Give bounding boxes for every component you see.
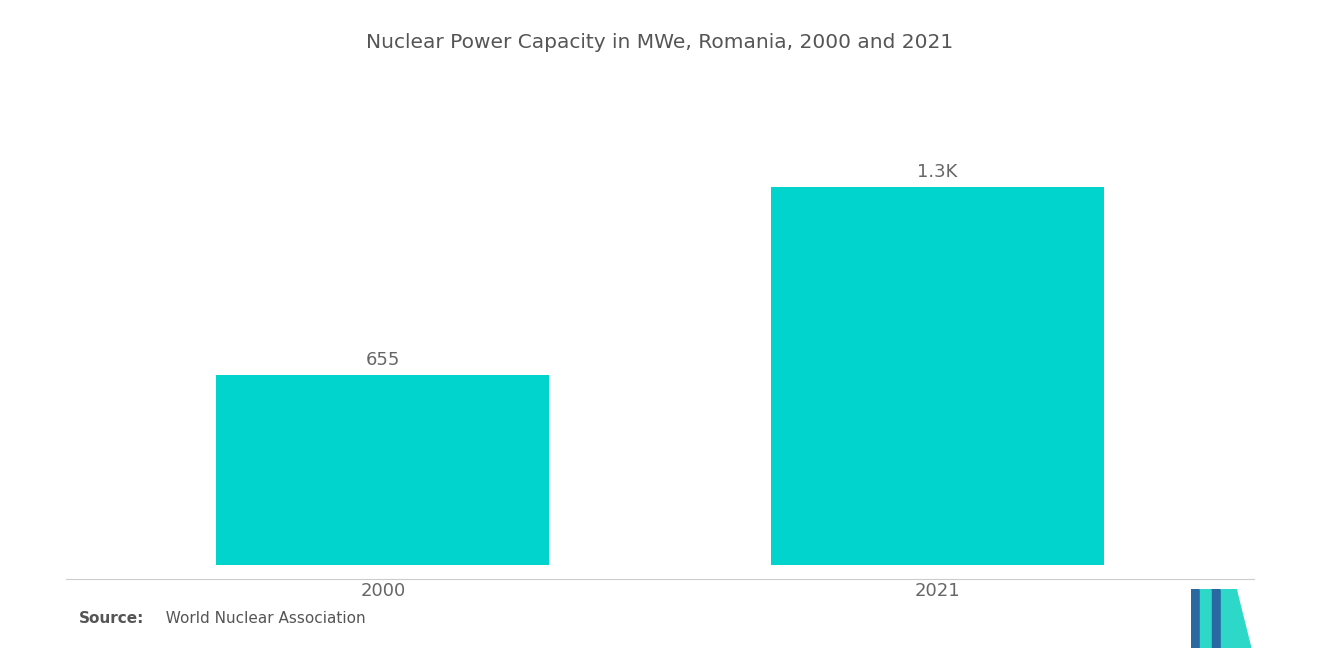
Polygon shape bbox=[1191, 589, 1206, 648]
Text: World Nuclear Association: World Nuclear Association bbox=[156, 611, 366, 626]
Text: 1.3K: 1.3K bbox=[917, 163, 957, 181]
Bar bbox=[216, 374, 549, 565]
Polygon shape bbox=[1200, 589, 1214, 648]
Polygon shape bbox=[1191, 589, 1221, 648]
Text: Nuclear Power Capacity in MWe, Romania, 2000 and 2021: Nuclear Power Capacity in MWe, Romania, … bbox=[367, 33, 953, 53]
Polygon shape bbox=[1212, 589, 1242, 648]
Polygon shape bbox=[1212, 589, 1228, 648]
Text: Source:: Source: bbox=[79, 611, 145, 626]
Polygon shape bbox=[1200, 589, 1230, 648]
Polygon shape bbox=[1221, 589, 1251, 648]
Polygon shape bbox=[1221, 589, 1236, 648]
Text: 655: 655 bbox=[366, 351, 400, 369]
Bar bbox=[771, 187, 1104, 565]
